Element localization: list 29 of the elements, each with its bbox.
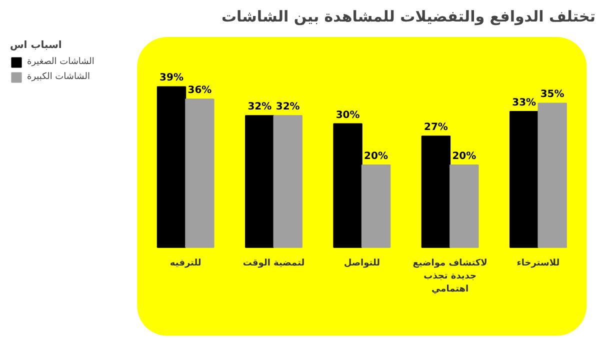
x-tick-label: للترفيه <box>170 258 202 268</box>
data-label: 30% <box>336 110 360 121</box>
bar <box>185 98 214 248</box>
data-label: 27% <box>424 122 448 134</box>
bar <box>509 110 539 248</box>
x-tick-label: لاكتشاف مواضيع جديدة تجذب اهتمامي <box>412 258 488 294</box>
data-label: 20% <box>364 151 388 162</box>
x-tick-label: للاسترخاء <box>516 258 560 268</box>
bar <box>273 115 302 248</box>
bar <box>361 164 391 248</box>
bar <box>421 136 451 248</box>
x-tick-label: للتواصل <box>344 258 380 268</box>
data-label: 39% <box>160 72 184 84</box>
chart-title: تختلف الدوافع والتفضيلات للمشاهدة بين الشاشات <box>221 8 596 26</box>
legend-label: الشاشات الكبيرة <box>27 72 90 82</box>
legend-title: اسباب اس <box>10 40 63 51</box>
data-label: 36% <box>188 85 212 96</box>
legend-label: الشاشات الصغيرة <box>27 57 94 67</box>
data-label: 33% <box>512 97 536 108</box>
data-label: 35% <box>540 89 564 100</box>
bar <box>245 115 274 248</box>
data-label: 20% <box>452 151 476 162</box>
x-tick-label: لتمضية الوقت <box>242 258 305 268</box>
data-label: 32% <box>248 102 272 113</box>
bar <box>450 164 479 248</box>
data-label: 32% <box>276 102 300 113</box>
bar <box>333 123 362 248</box>
bar <box>538 102 567 248</box>
bar <box>156 86 186 248</box>
